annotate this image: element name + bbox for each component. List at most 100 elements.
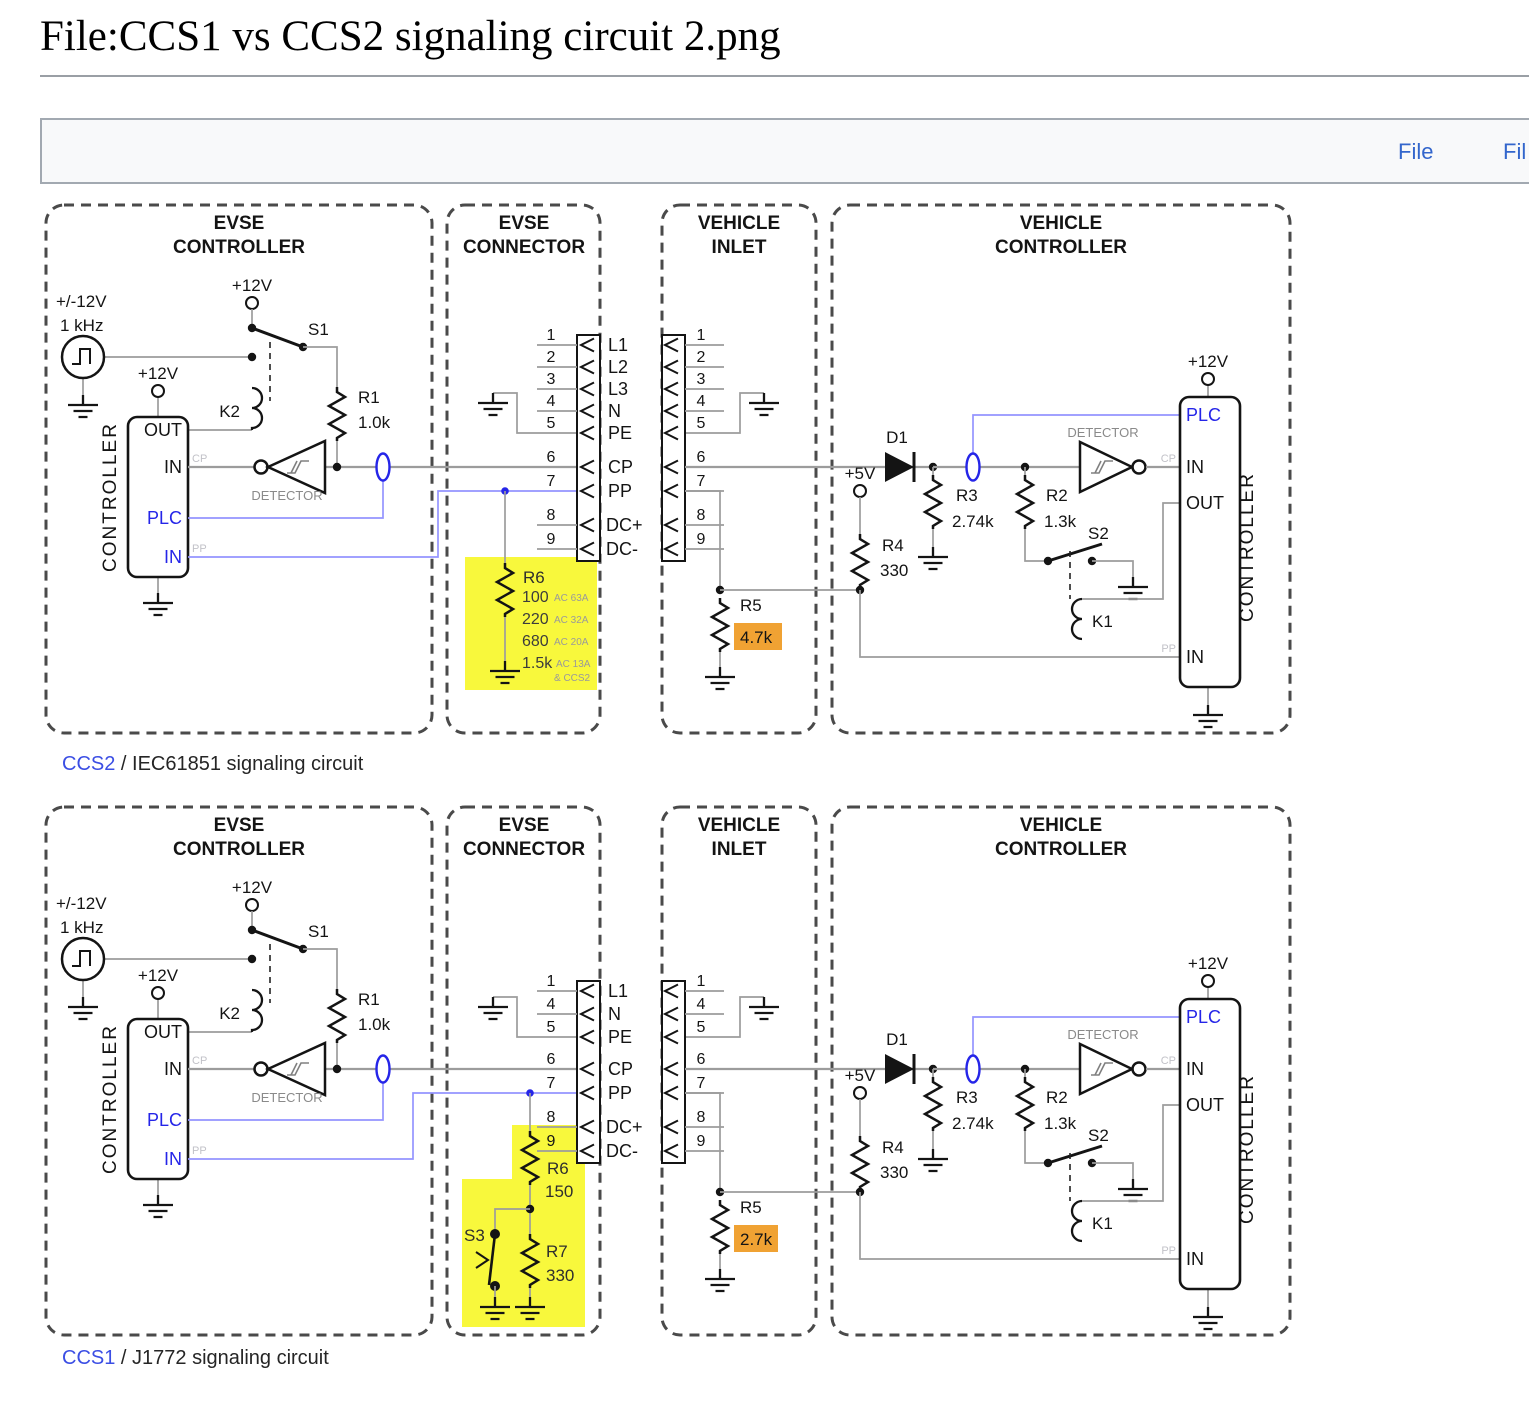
svg-text:R1: R1 bbox=[358, 990, 380, 1009]
pin-row: 1 L1 1 bbox=[537, 327, 724, 355]
svg-text:PE: PE bbox=[608, 423, 632, 443]
pin-row: 1 L1 1 bbox=[537, 973, 724, 1001]
svg-text:IN: IN bbox=[164, 547, 182, 567]
svg-text:CP: CP bbox=[608, 1059, 633, 1079]
svg-text:1.3k: 1.3k bbox=[1044, 1114, 1077, 1133]
evse-controller-box: EVSE CONTROLLER bbox=[44, 203, 434, 735]
svg-text:K2: K2 bbox=[219, 1004, 240, 1023]
svg-text:7: 7 bbox=[697, 473, 706, 490]
pin-row: 9 DC- 9 bbox=[537, 1133, 724, 1161]
relay-coil-k2: K2 bbox=[188, 386, 264, 431]
svg-text:+/-12V: +/-12V bbox=[56, 292, 107, 311]
svg-text:IN: IN bbox=[1186, 1249, 1204, 1269]
svg-text:1: 1 bbox=[697, 973, 706, 990]
resistor-r6: R6 100 AC 63A 220 AC 32A 680 AC 20A 1.5k AC … bbox=[488, 491, 591, 685]
svg-text:9: 9 bbox=[697, 531, 706, 548]
svg-text:IN: IN bbox=[1186, 457, 1204, 477]
svg-text:680: 680 bbox=[522, 633, 549, 650]
resistor-r2: R2 1.3k bbox=[1015, 1064, 1077, 1164]
plc-coupler-evse bbox=[188, 452, 391, 519]
svg-text:+12V: +12V bbox=[138, 364, 179, 383]
vehicle-controller-chip: +12V PLC IN OUT IN CP PP CONTROLLER bbox=[1161, 352, 1258, 729]
tab-file-history[interactable]: Fil bbox=[1503, 139, 1527, 164]
ccs1-link[interactable]: CCS1 bbox=[62, 1347, 116, 1369]
svg-text:+/-12V: +/-12V bbox=[56, 894, 107, 913]
svg-text:R4: R4 bbox=[882, 536, 904, 555]
svg-text:CONTROLLER: CONTROLLER bbox=[173, 839, 305, 860]
svg-text:CONNECTOR: CONNECTOR bbox=[463, 237, 585, 258]
pin-row: 8 DC+ 8 bbox=[537, 1109, 724, 1137]
svg-text:6: 6 bbox=[547, 449, 556, 466]
svg-text:8: 8 bbox=[547, 507, 556, 524]
svg-text:IN: IN bbox=[1186, 1059, 1204, 1079]
ccs1-caption-text: / J1772 signaling circuit bbox=[115, 1347, 329, 1369]
svg-text:CONTROLLER: CONTROLLER bbox=[995, 237, 1127, 258]
svg-text:K1: K1 bbox=[1092, 1214, 1113, 1233]
ccs2-link[interactable]: CCS2 bbox=[62, 753, 116, 775]
tab-file[interactable]: File bbox=[1398, 139, 1434, 164]
svg-text:CONTROLLER: CONTROLLER bbox=[100, 1024, 121, 1174]
resistor-r3: R3 2.74k bbox=[916, 462, 994, 571]
svg-text:CONTROLLER: CONTROLLER bbox=[995, 839, 1127, 860]
svg-text:PLC: PLC bbox=[1186, 1007, 1221, 1027]
svg-text:7: 7 bbox=[547, 1075, 556, 1092]
svg-text:R6: R6 bbox=[547, 1159, 569, 1178]
svg-text:DETECTOR: DETECTOR bbox=[1067, 425, 1138, 440]
svg-text:IN: IN bbox=[164, 457, 182, 477]
svg-text:VEHICLE: VEHICLE bbox=[1020, 815, 1102, 836]
evse-detector: DETECTOR bbox=[188, 1041, 577, 1105]
evse-detector: DETECTOR bbox=[188, 439, 577, 503]
svg-text:2: 2 bbox=[547, 349, 556, 366]
svg-text:R6: R6 bbox=[523, 568, 545, 587]
pin-row: 7 PP 7 bbox=[547, 1075, 724, 1103]
svg-text:L3: L3 bbox=[608, 379, 628, 399]
svg-text:8: 8 bbox=[697, 1109, 706, 1126]
svg-text:OUT: OUT bbox=[144, 1022, 182, 1042]
svg-text:9: 9 bbox=[697, 1133, 706, 1150]
svg-text:2: 2 bbox=[697, 349, 706, 366]
svg-text:1: 1 bbox=[547, 973, 556, 990]
svg-text:4: 4 bbox=[547, 996, 556, 1013]
svg-text:1.3k: 1.3k bbox=[1044, 512, 1077, 531]
svg-text:DC-: DC- bbox=[606, 539, 638, 559]
svg-text:DC+: DC+ bbox=[606, 515, 643, 535]
svg-text:EVSE: EVSE bbox=[499, 815, 550, 836]
svg-text:7: 7 bbox=[697, 1075, 706, 1092]
svg-text:PE: PE bbox=[608, 1027, 632, 1047]
highlight-r6-ccs1 bbox=[512, 1125, 585, 1181]
svg-text:PP: PP bbox=[1161, 1245, 1176, 1257]
vehicle-inlet-body bbox=[661, 334, 686, 562]
svg-text:PP: PP bbox=[608, 1083, 632, 1103]
svg-text:N: N bbox=[608, 401, 621, 421]
svg-text:AC 20A: AC 20A bbox=[554, 637, 589, 648]
svg-text:R3: R3 bbox=[956, 1088, 978, 1107]
vehicle-controller-box: VEHICLE CONTROLLER bbox=[830, 805, 1292, 1337]
diode-d1: D1 bbox=[885, 428, 916, 482]
pin-row: 6 CP 6 bbox=[547, 449, 706, 477]
svg-text:IN: IN bbox=[164, 1149, 182, 1169]
switch-s1: +12V S1 bbox=[232, 878, 329, 1003]
svg-text:DETECTOR: DETECTOR bbox=[251, 488, 322, 503]
svg-text:VEHICLE: VEHICLE bbox=[698, 815, 780, 836]
relay-coil-k1: K1 bbox=[1070, 1104, 1180, 1243]
svg-text:D1: D1 bbox=[886, 428, 908, 447]
svg-text:S2: S2 bbox=[1088, 524, 1109, 543]
svg-text:EVSE: EVSE bbox=[214, 213, 265, 234]
svg-text:+5V: +5V bbox=[845, 1066, 876, 1085]
svg-text:AC 13A: AC 13A bbox=[556, 659, 591, 670]
svg-text:R2: R2 bbox=[1046, 486, 1068, 505]
svg-text:EVSE: EVSE bbox=[214, 815, 265, 836]
svg-text:EVSE: EVSE bbox=[499, 213, 550, 234]
svg-text:1.5k: 1.5k bbox=[522, 655, 553, 672]
plc-coupler-vehicle bbox=[933, 414, 1180, 482]
svg-text:S3: S3 bbox=[464, 1226, 485, 1245]
svg-text:9: 9 bbox=[547, 531, 556, 548]
svg-text:CP: CP bbox=[608, 457, 633, 477]
vehicle-controller-box: VEHICLE CONTROLLER bbox=[830, 203, 1292, 735]
file-tab-bar bbox=[40, 118, 1529, 184]
relay-coil-k1: K1 bbox=[1070, 502, 1180, 641]
page-title: File:CCS1 vs CCS2 signaling circuit 2.pn… bbox=[40, 12, 1529, 77]
svg-text:INLET: INLET bbox=[712, 237, 767, 258]
svg-text:6: 6 bbox=[697, 1051, 706, 1068]
resistor-r2: R2 1.3k bbox=[1015, 462, 1077, 562]
